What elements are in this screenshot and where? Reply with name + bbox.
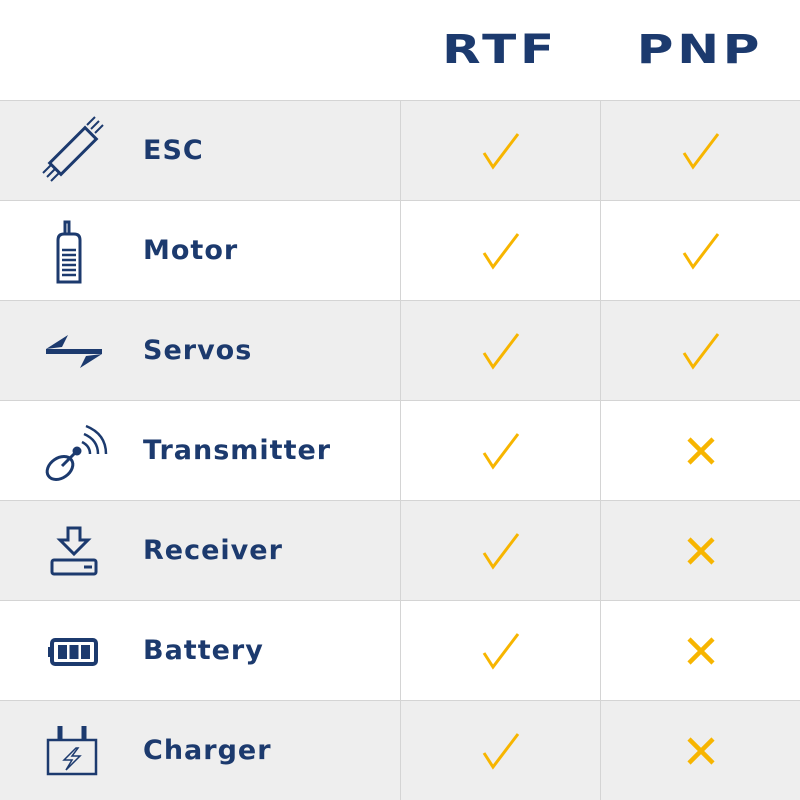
row-label: Receiver [143, 535, 283, 566]
rtf-cell [400, 101, 600, 200]
cross-icon [686, 636, 715, 665]
check-icon [482, 232, 519, 270]
esc-icon [42, 116, 104, 182]
header-pnp: PNP [636, 27, 764, 73]
cross-icon [686, 436, 715, 465]
row-label: Servos [143, 335, 253, 366]
table-row: Motor [0, 200, 800, 300]
cross-icon [686, 536, 715, 565]
rtf-cell [400, 501, 600, 600]
servos-arrows-icon [46, 335, 102, 368]
receiver-download-icon [50, 526, 98, 576]
pnp-cell [600, 601, 800, 700]
row-label: Battery [143, 635, 264, 666]
pnp-cell [600, 201, 800, 300]
charger-icon [46, 726, 98, 776]
table-row: Receiver [0, 500, 800, 600]
rtf-cell [400, 601, 600, 700]
rtf-cell [400, 301, 600, 400]
header-rtf: RTF [442, 27, 558, 73]
table-row: Battery [0, 600, 800, 700]
row-label: Transmitter [143, 435, 332, 466]
pnp-cell [600, 501, 800, 600]
cross-icon [686, 736, 715, 765]
pnp-cell [600, 701, 800, 800]
row-label: Charger [143, 735, 272, 766]
rtf-cell [400, 701, 600, 800]
rtf-cell [400, 201, 600, 300]
table-row: Servos [0, 300, 800, 400]
pnp-cell [600, 101, 800, 200]
table-row: Charger [0, 700, 800, 800]
check-icon [482, 532, 519, 570]
check-icon [482, 432, 519, 470]
pnp-cell [600, 301, 800, 400]
check-icon [482, 632, 519, 670]
satellite-dish-icon [45, 424, 108, 481]
row-label: ESC [143, 135, 204, 166]
table-row: Transmitter [0, 400, 800, 500]
check-icon [682, 332, 719, 370]
check-icon [682, 232, 719, 270]
battery-icon [48, 638, 98, 666]
row-label: Motor [143, 235, 239, 266]
check-icon [482, 132, 519, 170]
check-icon [682, 132, 719, 170]
rtf-cell [400, 401, 600, 500]
pnp-cell [600, 401, 800, 500]
check-icon [482, 732, 519, 770]
check-icon [482, 332, 519, 370]
motor-icon [56, 220, 82, 284]
table-row: ESC [0, 100, 800, 200]
